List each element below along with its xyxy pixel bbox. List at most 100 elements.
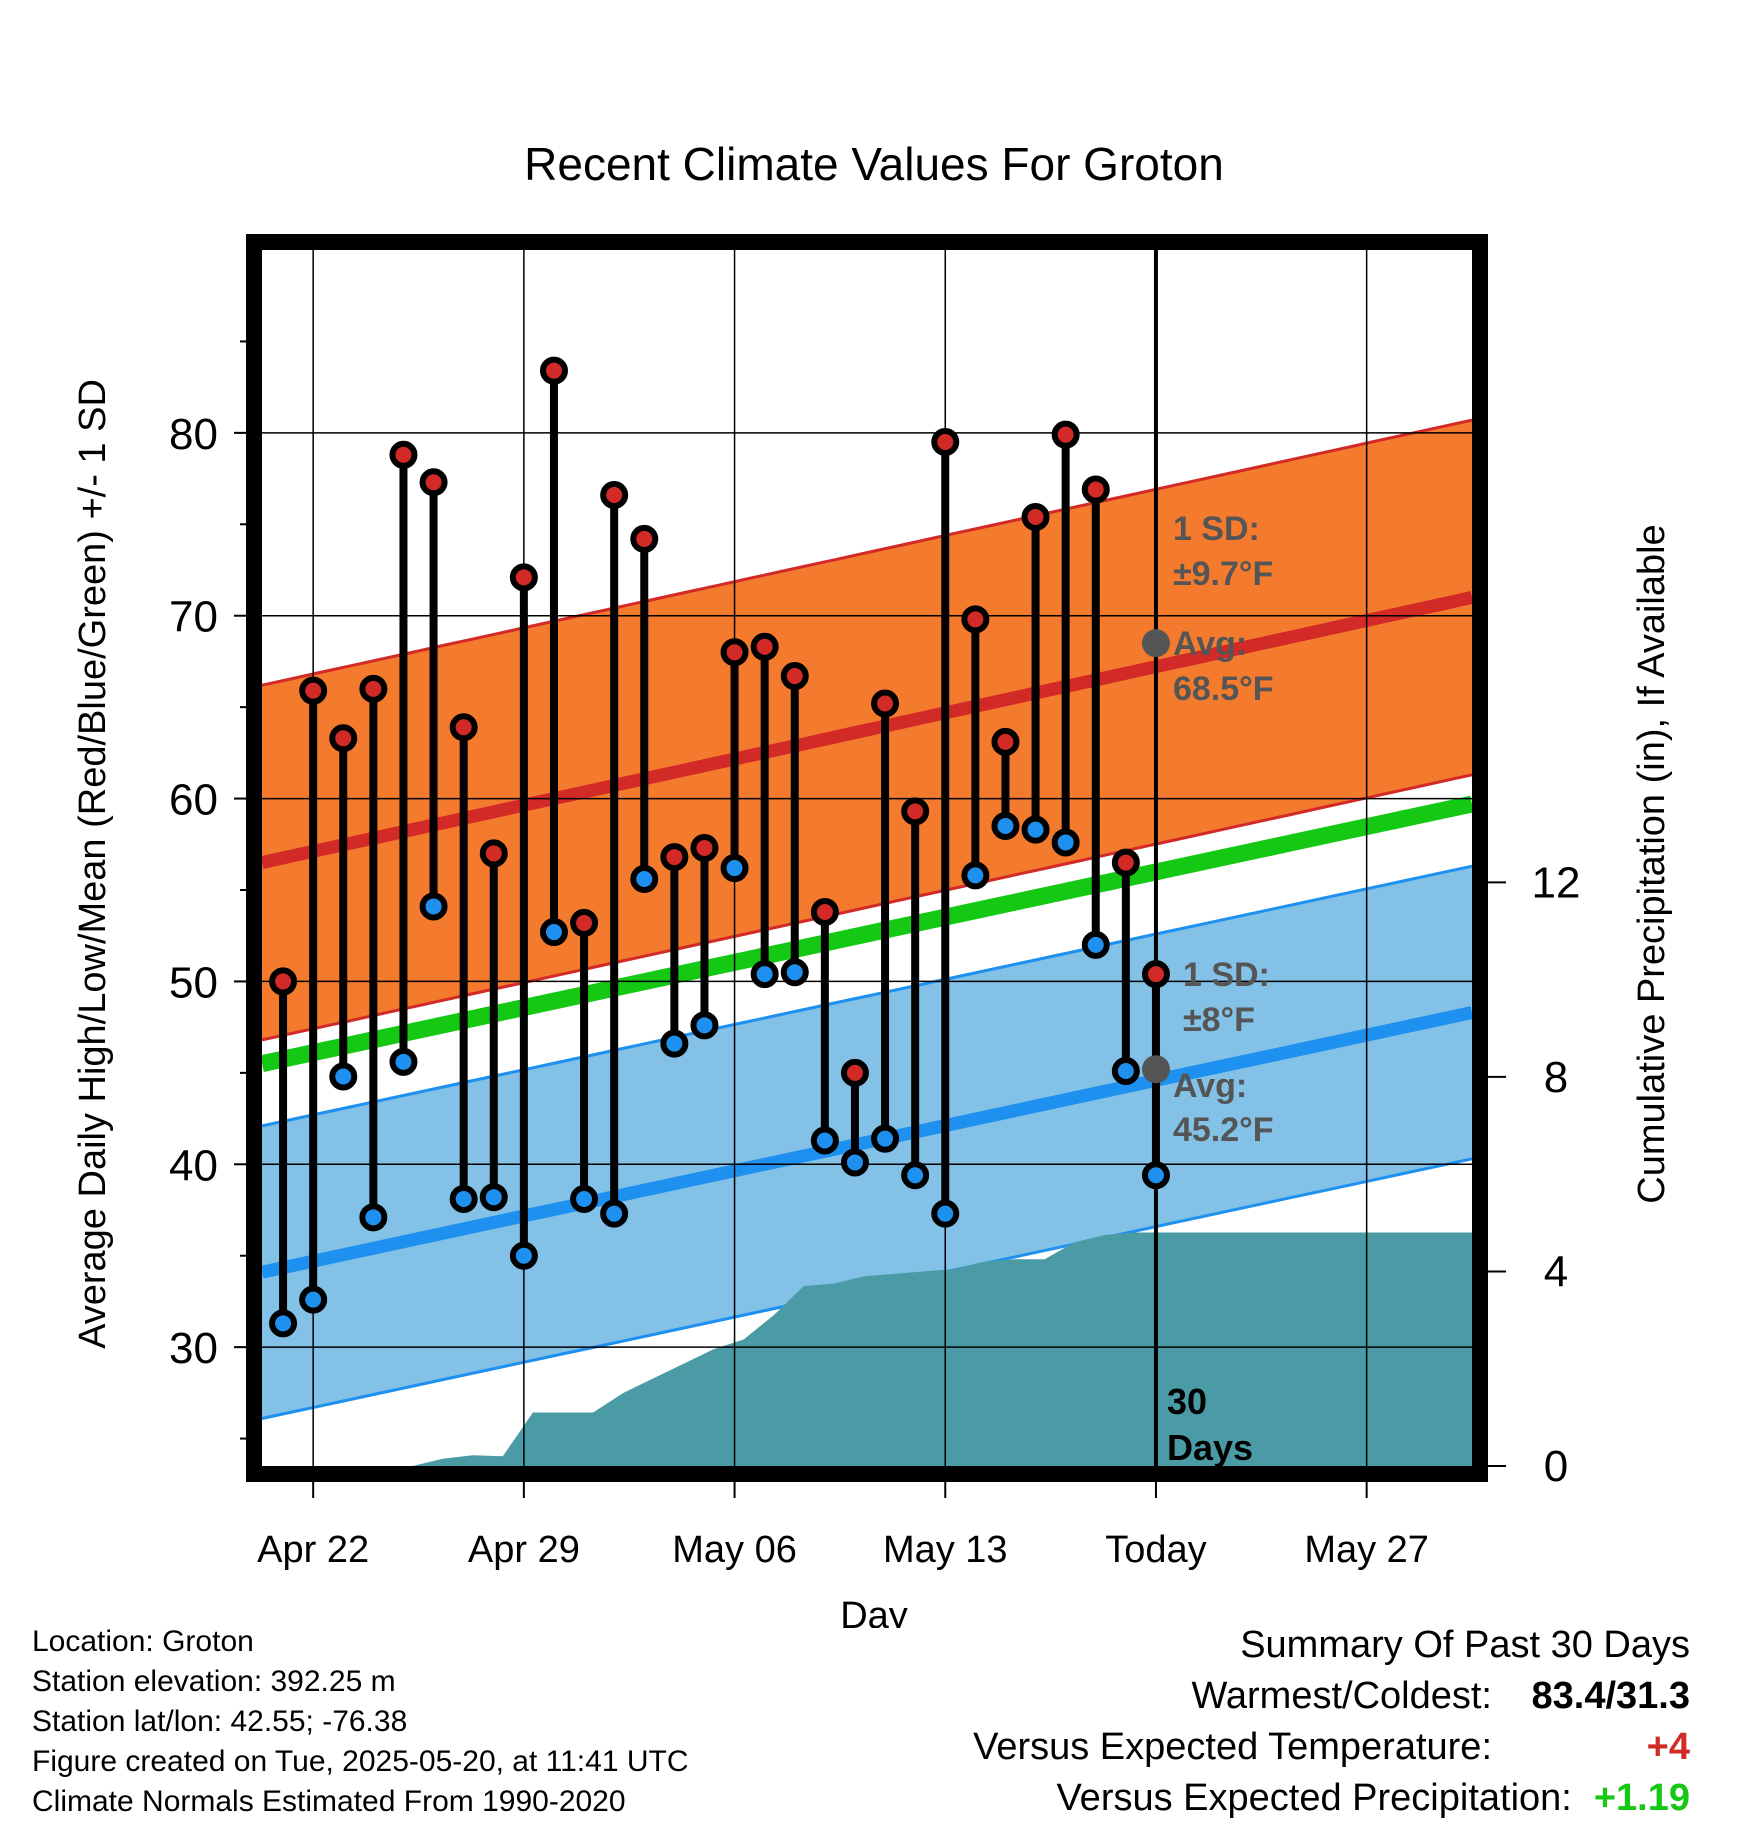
- daily-high-point: [359, 674, 388, 703]
- daily-low-point: [901, 1161, 930, 1190]
- daily-low-point: [660, 1029, 689, 1058]
- daily-high-point: [1081, 475, 1110, 504]
- daily-low-point: [570, 1185, 599, 1214]
- x-tick-label: May 27: [1304, 1529, 1429, 1571]
- daily-low-point: [1111, 1057, 1140, 1086]
- today-high-normal-marker: [1141, 629, 1170, 658]
- y2-tick-label: 0: [1544, 1442, 1568, 1491]
- summary-panel: Summary Of Past 30 Days Warmest/Coldest:…: [973, 1620, 1690, 1824]
- daily-high-point: [419, 468, 448, 497]
- daily-low-point: [449, 1185, 478, 1214]
- daily-low-point: [630, 865, 659, 894]
- daily-high-point: [479, 839, 508, 868]
- y-tick-label: 70: [169, 593, 218, 642]
- daily-low-point: [1141, 1161, 1170, 1190]
- daily-low-point: [419, 892, 448, 921]
- daily-high-point: [269, 967, 298, 996]
- summary-warm-cold: Warmest/Coldest: 83.4/31.3: [973, 1671, 1690, 1722]
- warm-cold-label: Warmest/Coldest:: [1191, 1675, 1492, 1717]
- today-days-word: Days: [1167, 1427, 1253, 1468]
- daily-low-point: [1051, 828, 1080, 857]
- high-avg-label: Avg:: [1173, 625, 1247, 663]
- daily-high-point: [539, 356, 568, 385]
- daily-high-point: [570, 908, 599, 937]
- high-sd-label: 1 SD:: [1173, 510, 1260, 548]
- daily-low-point: [600, 1199, 629, 1228]
- daily-high-point: [1021, 502, 1050, 531]
- warm-cold-value: 83.4/31.3: [1531, 1675, 1690, 1717]
- daily-high-point: [509, 563, 538, 592]
- daily-low-point: [780, 958, 809, 987]
- daily-high-point: [329, 724, 358, 753]
- daily-low-point: [479, 1183, 508, 1212]
- daily-high-point: [991, 727, 1020, 756]
- daily-high-point: [449, 713, 478, 742]
- daily-high-point: [780, 662, 809, 691]
- daily-high-point: [720, 638, 749, 667]
- daily-low-point: [720, 854, 749, 883]
- y2-tick-label: 4: [1544, 1247, 1568, 1296]
- daily-high-point: [901, 797, 930, 826]
- summary-precip: Versus Expected Precipitation: +1.19: [973, 1773, 1690, 1824]
- x-tick-label: Today: [1105, 1529, 1206, 1571]
- info-location: Location: Groton: [32, 1625, 254, 1658]
- daily-high-point: [750, 632, 779, 661]
- daily-high-point: [931, 428, 960, 456]
- temp-label: Versus Expected Temperature:: [973, 1726, 1492, 1768]
- daily-low-point: [750, 960, 779, 989]
- daily-low-point: [961, 861, 990, 890]
- daily-low-point: [690, 1011, 719, 1040]
- daily-high-point: [660, 843, 689, 872]
- x-tick-label: May 13: [883, 1529, 1008, 1571]
- summary-temp: Versus Expected Temperature: +4: [973, 1722, 1690, 1773]
- y-tick-label: 40: [169, 1141, 218, 1190]
- daily-high-point: [1111, 848, 1140, 877]
- daily-low-point: [1021, 815, 1050, 844]
- daily-low-point: [810, 1126, 839, 1155]
- info-created: Figure created on Tue, 2025-05-20, at 11…: [32, 1745, 689, 1778]
- y-tick-label: 60: [169, 776, 218, 825]
- daily-high-point: [600, 481, 629, 510]
- daily-low-point: [299, 1285, 328, 1314]
- y-tick-label: 80: [169, 410, 218, 459]
- low-sd-label: 1 SD:: [1183, 956, 1270, 994]
- daily-low-point: [539, 918, 568, 947]
- daily-low-point: [871, 1124, 900, 1153]
- daily-high-point: [1051, 420, 1080, 449]
- climate-chart: Recent Climate Values For Groton 1 SD: ±9…: [72, 138, 1673, 1628]
- today-days-number: 30: [1167, 1381, 1207, 1422]
- info-elevation: Station elevation: 392.25 m: [32, 1665, 396, 1698]
- info-latlon: Station lat/lon: 42.55; -76.38: [32, 1705, 408, 1738]
- daily-high-point: [690, 833, 719, 862]
- summary-heading: Summary Of Past 30 Days: [1240, 1624, 1690, 1666]
- daily-low-point: [389, 1047, 418, 1076]
- daily-low-point: [359, 1203, 388, 1232]
- daily-high-point: [389, 440, 418, 469]
- y2-tick-label: 12: [1532, 858, 1581, 907]
- daily-low-point: [840, 1148, 869, 1177]
- x-tick-label: Apr 22: [257, 1529, 369, 1571]
- today-low-normal-marker: [1141, 1055, 1170, 1084]
- low-avg-label: Avg:: [1173, 1067, 1247, 1105]
- x-axis-label: Day: [840, 1595, 908, 1628]
- station-info: Location: Groton Station elevation: 392.…: [32, 1622, 689, 1822]
- low-avg-value: 45.2°F: [1173, 1111, 1274, 1149]
- daily-high-point: [299, 676, 328, 705]
- info-normals: Climate Normals Estimated From 1990-2020: [32, 1785, 626, 1818]
- temp-value: +4: [1646, 1726, 1690, 1768]
- high-avg-value: 68.5°F: [1173, 670, 1274, 708]
- y2-tick-label: 8: [1544, 1053, 1568, 1102]
- normal-low-line: [260, 1006, 1474, 1279]
- daily-low-point: [931, 1199, 960, 1228]
- x-tick-label: May 06: [672, 1529, 797, 1571]
- daily-low-point: [269, 1309, 298, 1338]
- precip-value: +1.19: [1593, 1777, 1690, 1819]
- chart-title: Recent Climate Values For Groton: [524, 138, 1224, 190]
- daily-low-point: [329, 1062, 358, 1091]
- daily-high-point: [840, 1058, 869, 1087]
- high-normal-band-upper-edge: [261, 418, 1473, 687]
- daily-low-point: [509, 1241, 538, 1270]
- daily-high-point: [871, 689, 900, 718]
- x-tick-label: Apr 29: [468, 1529, 580, 1571]
- plot-frame: [246, 234, 1488, 1482]
